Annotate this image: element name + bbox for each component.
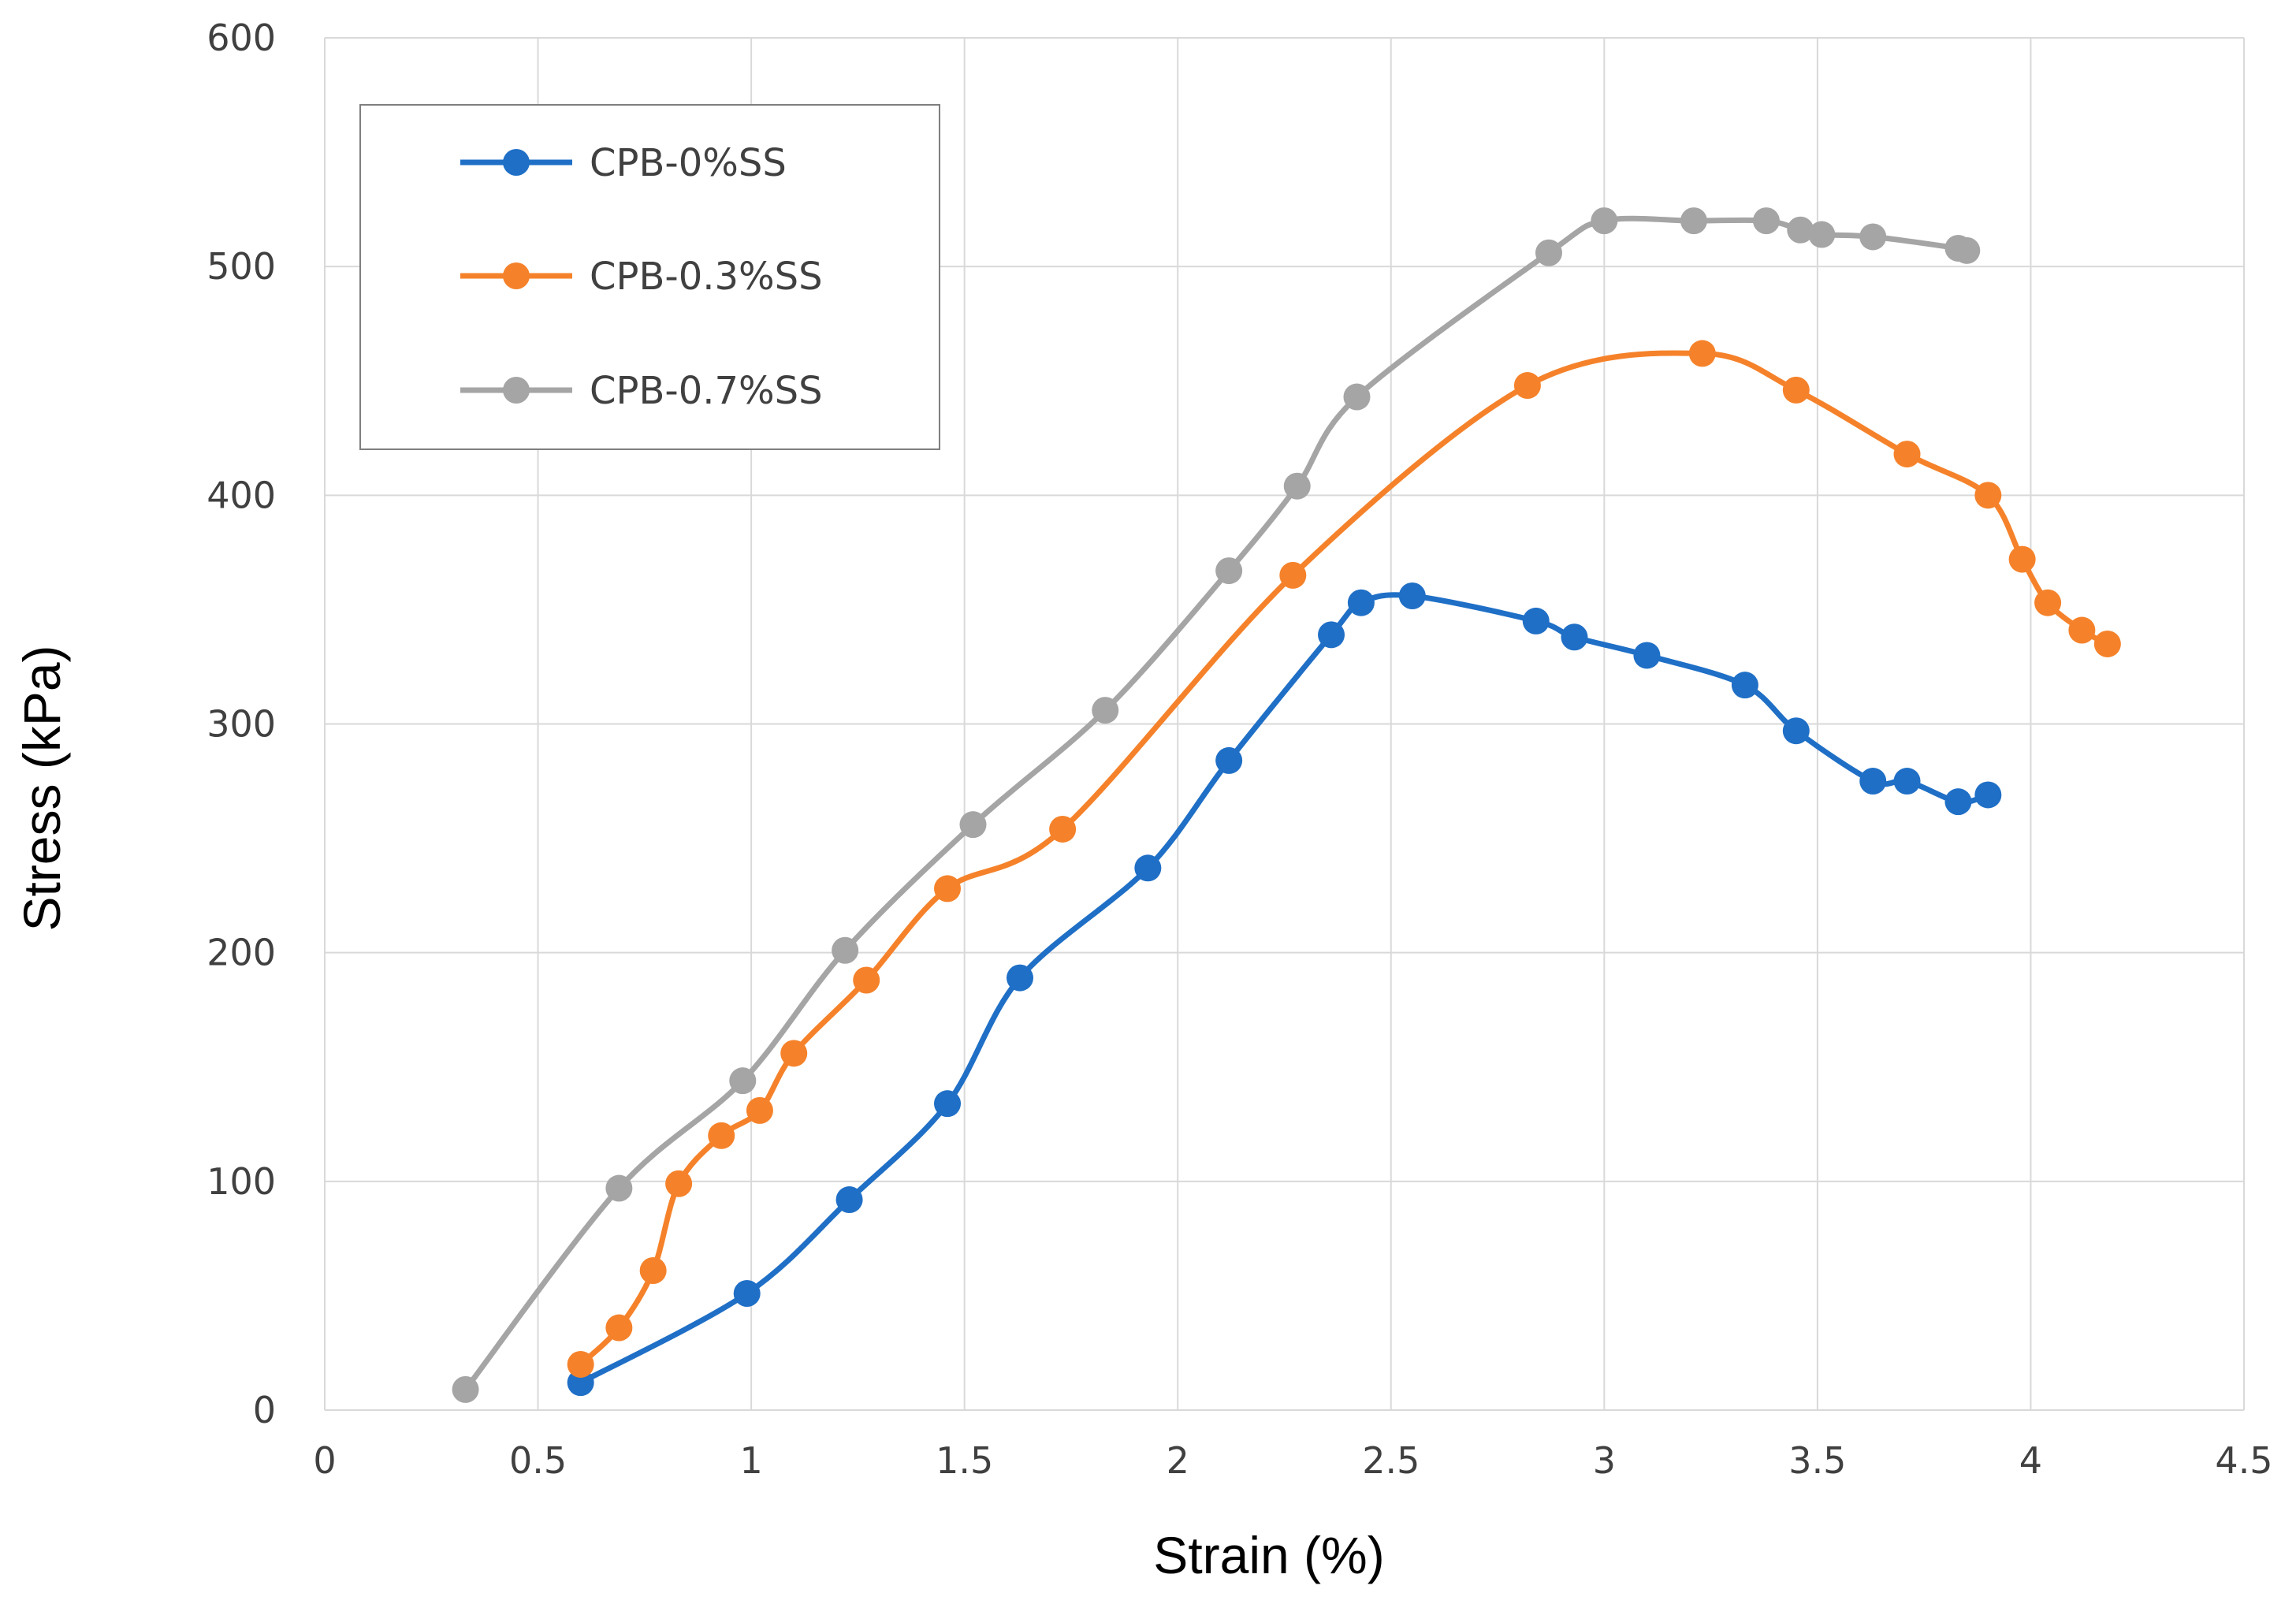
legend-item: CPB-0%SS [460, 141, 787, 185]
data-point [1318, 621, 1345, 649]
data-point [1974, 781, 2002, 809]
series-cpb-0-3-ss [567, 340, 2121, 1378]
y-tick-label: 200 [207, 932, 276, 974]
data-point [1561, 623, 1588, 651]
x-tick-label: 2 [1167, 1439, 1189, 1482]
legend-marker [503, 377, 530, 404]
data-point [1752, 207, 1780, 235]
data-point [1591, 207, 1618, 235]
data-point [934, 875, 962, 902]
x-tick-label: 1 [739, 1439, 762, 1482]
x-tick-label: 1.5 [936, 1439, 993, 1482]
legend-box [359, 104, 940, 450]
legend-label: CPB-0.7%SS [590, 369, 823, 413]
data-point [959, 811, 987, 839]
y-tick-label: 400 [207, 474, 276, 516]
y-tick-label: 500 [207, 245, 276, 288]
data-point [832, 936, 859, 964]
data-point [1808, 221, 1836, 248]
data-point [605, 1314, 633, 1342]
data-point [2008, 545, 2036, 573]
data-point [1535, 239, 1562, 266]
data-point [746, 1096, 773, 1124]
x-tick-label: 4 [2019, 1439, 2042, 1482]
series-cpb-0-7-ss [452, 207, 1981, 1403]
series-cpb-0-ss [567, 582, 2002, 1397]
data-point [1782, 717, 1810, 745]
data-point [1633, 642, 1661, 669]
x-tick-label: 3 [1593, 1439, 1616, 1482]
data-point [1279, 561, 1307, 589]
data-point [1782, 376, 1810, 404]
legend-label: CPB-0%SS [590, 141, 787, 185]
data-point [1953, 236, 1981, 264]
data-point [835, 1186, 863, 1214]
y-tick-label: 600 [207, 17, 276, 59]
data-point [1513, 372, 1541, 400]
x-tick-label: 0 [313, 1439, 336, 1482]
data-point [1944, 788, 1972, 816]
legend-label: CPB-0.3%SS [590, 255, 823, 299]
data-point [665, 1170, 693, 1197]
legend-marker [503, 262, 530, 289]
data-point [1215, 557, 1243, 585]
data-point [1347, 589, 1375, 616]
data-point [1859, 768, 1887, 795]
data-point [780, 1040, 808, 1067]
data-point [1893, 441, 1921, 468]
y-axis-title: Stress (kPa) [13, 645, 71, 931]
data-point [1893, 768, 1921, 795]
data-point [2093, 630, 2121, 657]
data-point [1283, 472, 1311, 500]
data-point [1215, 746, 1243, 774]
data-point [1134, 854, 1162, 882]
x-tick-label: 2.5 [1362, 1439, 1420, 1482]
y-axis-ticks: 0 100 200 300 400 500 600 [207, 17, 276, 1431]
x-axis-ticks: 0 0.5 1 1.5 2 2.5 3 3.5 4 4.5 [313, 1439, 2272, 1482]
data-point [934, 1090, 962, 1118]
legend-item: CPB-0.7%SS [460, 369, 823, 413]
data-point [1731, 672, 1758, 699]
data-point [708, 1122, 735, 1149]
legend: CPB-0%SS CPB-0.3%SS CPB-0.7%SS [359, 104, 940, 450]
data-point [1974, 482, 2002, 509]
data-point [1398, 582, 1426, 610]
x-tick-label: 3.5 [1788, 1439, 1846, 1482]
data-point [733, 1280, 761, 1308]
legend-item: CPB-0.3%SS [460, 255, 823, 299]
data-point [639, 1256, 667, 1284]
y-tick-label: 0 [253, 1389, 276, 1431]
data-point [1007, 964, 1034, 992]
data-point [2068, 616, 2096, 644]
data-point [2034, 589, 2062, 616]
data-point [1092, 697, 1119, 724]
data-point [1688, 340, 1716, 367]
series-layer [452, 207, 2121, 1403]
data-point [567, 1350, 594, 1378]
x-tick-label: 4.5 [2215, 1439, 2272, 1482]
x-tick-label: 0.5 [509, 1439, 567, 1482]
data-point [1787, 216, 1814, 244]
data-point [1859, 223, 1887, 251]
data-point [853, 966, 880, 994]
data-point [1343, 383, 1371, 411]
y-tick-label: 100 [207, 1160, 276, 1203]
data-point [605, 1174, 633, 1202]
legend-marker [503, 149, 530, 176]
x-axis-title: Strain (%) [1153, 1526, 1384, 1584]
data-point [452, 1375, 479, 1403]
data-point [1522, 607, 1550, 635]
data-point [1049, 815, 1077, 843]
data-point [729, 1067, 757, 1095]
y-tick-label: 300 [207, 703, 276, 746]
data-point [1680, 207, 1707, 235]
